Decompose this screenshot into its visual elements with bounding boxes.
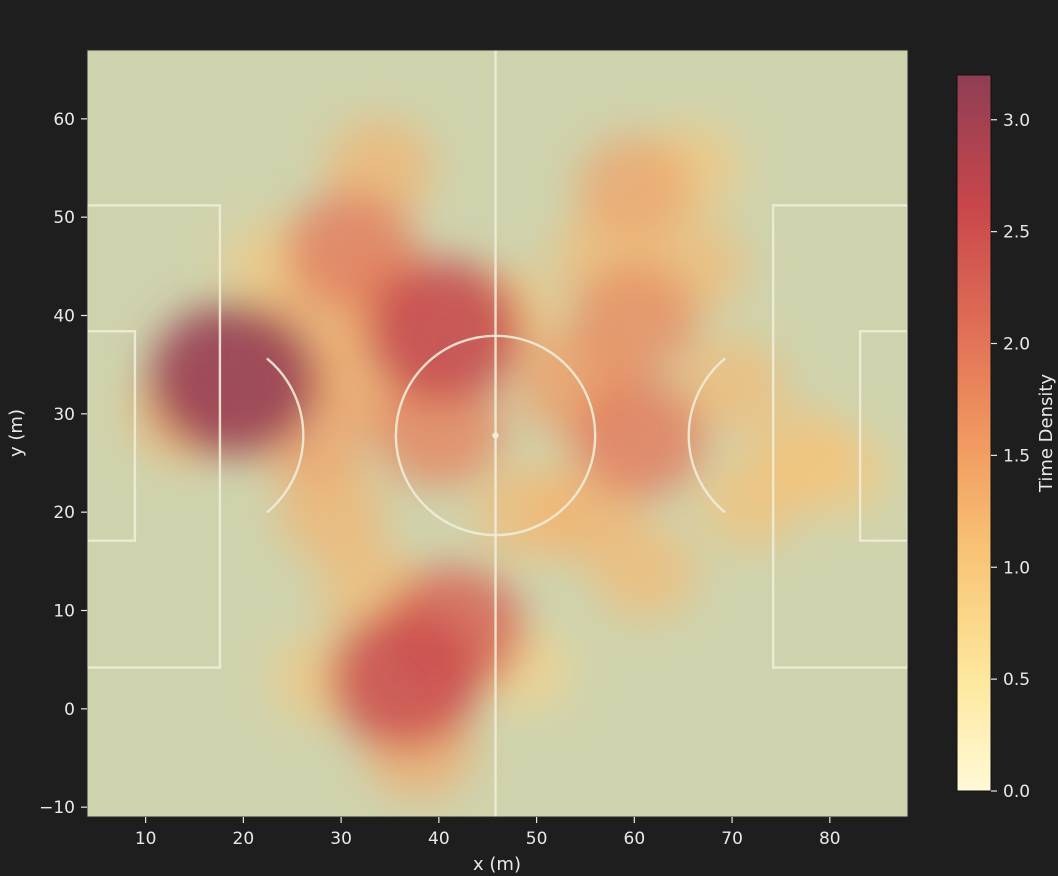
x-tick-label: 80 [819,829,841,849]
x-axis-label: x (m) [473,854,521,875]
x-tick-label: 60 [624,829,646,849]
left-penalty-box [87,204,222,669]
colorbar-tick-label: 3.0 [1003,111,1030,131]
colorbar-tick-label: 2.5 [1003,223,1030,243]
y-tick-label: 50 [53,208,75,228]
center-circle [394,334,597,537]
y-tick-label: 30 [53,405,75,425]
x-tick-label: 20 [233,829,255,849]
x-tick-label: 10 [135,829,157,849]
y-tick-label: 60 [53,110,75,130]
density-hotspot [374,370,503,487]
x-tick-label: 50 [526,829,548,849]
right-goal-area [858,330,908,542]
y-tick-label: 20 [53,503,75,523]
colorbar-tick-label: 1.0 [1003,558,1030,578]
y-axis-label: y (m) [6,409,27,457]
density-hotspot [277,463,386,562]
x-tick-label: 70 [721,829,743,849]
x-tick-label: 40 [428,829,450,849]
x-tick-label: 30 [330,829,352,849]
density-hotspot [679,336,785,432]
y-tick-label: −10 [39,798,75,818]
left-penalty-arc [266,357,305,514]
colorbar: 0.0 0.5 1.0 1.5 2.0 2.5 3.0 Time Density [956,74,1057,802]
center-spot [492,432,499,439]
colorbar-tick-label: 1.5 [1003,446,1030,466]
density-hotspot [700,456,803,549]
colorbar-tick-label: 0.0 [1003,782,1030,802]
colorbar-tick-label: 2.0 [1003,335,1030,355]
density-layer [130,118,889,799]
density-hotspot [149,303,318,456]
colorbar-tick-label: 0.5 [1003,670,1030,690]
density-hotspot [576,135,692,240]
colorbar-label: Time Density [1036,374,1057,494]
density-hotspot [573,378,705,498]
colorbar-gradient [956,74,992,792]
right-penalty-arc [687,357,726,514]
x-axis: 10 20 30 40 50 60 70 80 [135,817,841,849]
density-hotspot [571,263,697,377]
y-axis: −10 0 10 20 30 40 50 60 [39,110,87,818]
plot-area [86,49,909,818]
plot-frame [86,49,909,818]
density-hotspot [285,192,417,312]
density-hotspot [366,260,521,401]
y-tick-label: 40 [53,307,75,327]
y-tick-label: 0 [64,700,75,720]
y-tick-label: 10 [53,602,75,622]
density-hotspot [329,610,481,748]
left-goal-area [87,330,137,542]
